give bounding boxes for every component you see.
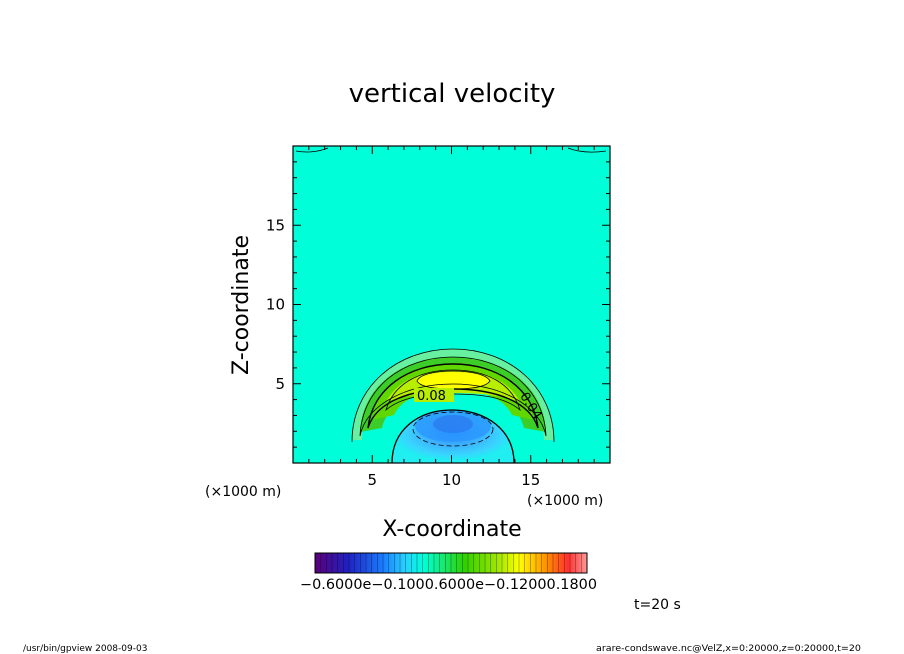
- contour-line-zero: [391, 409, 515, 463]
- contour-label-bg: [414, 388, 454, 402]
- y-tick-label: 5: [275, 375, 285, 393]
- contour-line-top-left: [295, 147, 329, 153]
- colorbar-tick-labels: −0.6000e−0.1000.6000e−0.12000.1800: [300, 577, 597, 593]
- contour-line-dashed: [412, 411, 494, 447]
- x-tick-label: 5: [367, 471, 377, 489]
- x-tick-label: 10: [442, 471, 461, 489]
- y-tick-label: 15: [266, 216, 285, 234]
- contour-label: 0.08: [417, 389, 446, 404]
- colorbar: −0.6000e−0.1000.6000e−0.12000.1800: [300, 552, 597, 593]
- contour-line-top-right: [567, 147, 607, 153]
- plot-area: 0.08 0.04: [293, 146, 610, 463]
- footer-right: arare-condswave.nc@VelZ,x=0:20000,z=0:20…: [596, 644, 861, 654]
- time-label: t=20 s: [634, 597, 681, 613]
- footer-left: /usr/bin/gpview 2008-09-03: [23, 644, 147, 654]
- x-tick-label: 15: [521, 471, 540, 489]
- y-axis-label: Z-coordinate: [229, 235, 254, 375]
- z-unit-label: (×1000 m): [205, 484, 281, 500]
- chart-title: vertical velocity: [349, 79, 556, 109]
- y-tick-label: 10: [266, 296, 285, 314]
- contour-line: [351, 348, 555, 443]
- x-tick-labels: 5 10 15: [367, 471, 540, 489]
- x-axis-label: X-coordinate: [382, 517, 521, 542]
- colorbar-segments: [320, 553, 582, 573]
- colorbar-frame: [314, 552, 588, 574]
- axis-ticks: [293, 146, 610, 463]
- y-tick-labels: 5 10 15: [266, 216, 285, 393]
- x-unit-label: (×1000 m): [527, 493, 603, 509]
- downdraft-peak: [433, 415, 473, 433]
- updraft-peak: [417, 372, 489, 390]
